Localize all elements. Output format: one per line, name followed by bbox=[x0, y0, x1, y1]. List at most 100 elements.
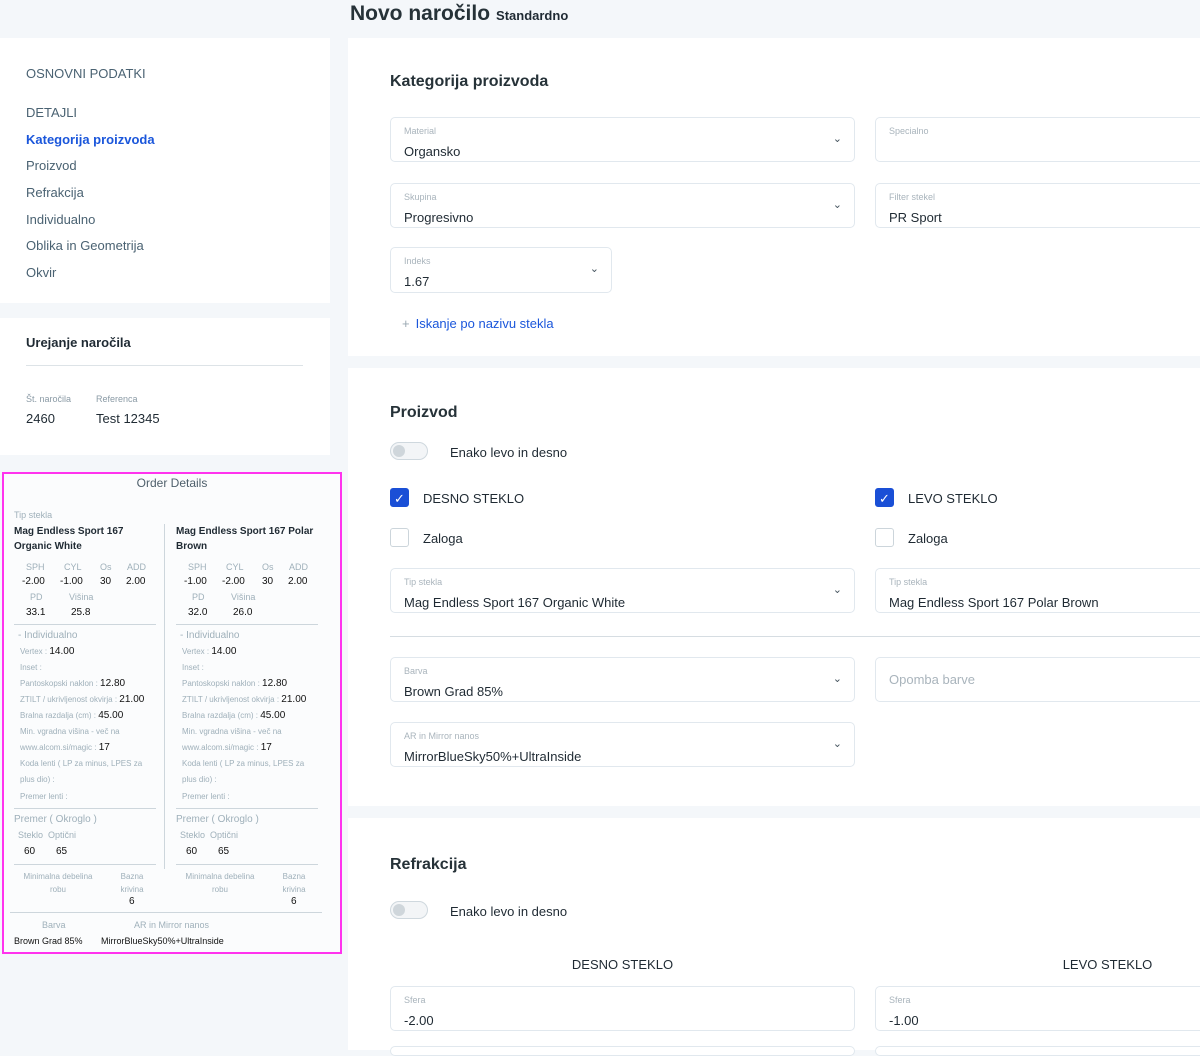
sidebar-item-proizvod[interactable]: Proizvod bbox=[26, 158, 77, 173]
same-left-right-toggle[interactable] bbox=[390, 901, 428, 919]
order-no: 2460 bbox=[26, 411, 55, 426]
ztilt-label: ZTILT / ukrivljenost okvirja : bbox=[20, 695, 120, 704]
os-label: Os bbox=[100, 562, 112, 572]
checkbox-label: DESNO STEKLO bbox=[423, 491, 525, 506]
field-label: Indeks bbox=[404, 256, 431, 266]
order-type: Standardno bbox=[496, 8, 569, 23]
sidebar-item-kategorija[interactable]: Kategorija proizvoda bbox=[26, 132, 155, 147]
cyl-label: CYL bbox=[64, 562, 82, 572]
skupina-select[interactable]: Skupina Progresivno ⌄ bbox=[390, 183, 855, 228]
filter-stekel-field[interactable]: Filter stekel PR Sport bbox=[875, 183, 1200, 228]
field-value: -1.00 bbox=[889, 1013, 919, 1028]
os-value: 30 bbox=[262, 576, 274, 587]
sidebar-item-okvir[interactable]: Okvir bbox=[26, 265, 57, 280]
field-value: Organsko bbox=[404, 144, 461, 159]
left-zaloga-checkbox[interactable] bbox=[875, 528, 894, 547]
ztilt-value: 21.00 bbox=[281, 694, 307, 705]
pd-label: PD bbox=[192, 592, 205, 602]
min_deb-label: Minimalna debelina robu bbox=[23, 872, 93, 894]
opomba-barve-input[interactable]: Opomba barve bbox=[875, 657, 1200, 702]
tip-stekla-left-select[interactable]: Tip stekla Mag Endless Sport 167 Polar Br… bbox=[875, 568, 1200, 613]
field-value: MirrorBlueSky50%+UltraInside bbox=[404, 749, 582, 764]
material-select[interactable]: Material Organsko ⌄ bbox=[390, 117, 855, 162]
next-left-input[interactable] bbox=[875, 1046, 1200, 1056]
same-left-right-toggle[interactable] bbox=[390, 442, 428, 460]
min_vgr-value: 17 bbox=[98, 742, 110, 753]
min_vgr-label: Min. vgradna višina - več na www.alcom.s… bbox=[20, 727, 120, 752]
pd-value: 32.0 bbox=[188, 607, 208, 618]
inset-label: Inset : bbox=[182, 663, 204, 672]
sidebar-section-title: OSNOVNI PODATKI bbox=[26, 66, 146, 81]
sidebar-item-detajli[interactable]: DETAJLI bbox=[26, 105, 78, 120]
toggle-label: Enako levo in desno bbox=[450, 445, 568, 460]
specialno-field[interactable]: Specialno bbox=[875, 117, 1200, 162]
order-editing-card: Urejanje naročila Št. naročila 2460 Refe… bbox=[0, 318, 330, 455]
bralna-value: 45.00 bbox=[260, 710, 286, 721]
sfera-left-input[interactable]: Sfera -1.00 bbox=[875, 986, 1200, 1031]
premer-lenti-label: Premer lenti : bbox=[20, 792, 68, 801]
toggle-label: Enako levo in desno bbox=[450, 904, 568, 919]
right-lens-checkbox[interactable]: ✓ bbox=[390, 488, 409, 507]
panto-value: 12.80 bbox=[100, 678, 126, 689]
plus-icon: + bbox=[402, 316, 410, 331]
steklo-value: 60 bbox=[186, 846, 198, 857]
barva-select[interactable]: Barva Brown Grad 85% ⌄ bbox=[390, 657, 855, 702]
opticni-value: 65 bbox=[56, 846, 68, 857]
checkbox-label: Zaloga bbox=[908, 531, 948, 546]
field-value: -2.00 bbox=[404, 1013, 434, 1028]
field-value: Brown Grad 85% bbox=[404, 684, 503, 699]
sidebar-item-refrakcija[interactable]: Refrakcija bbox=[26, 185, 84, 200]
opticni-label: Optični bbox=[48, 830, 77, 840]
vertex-label: Vertex : bbox=[20, 647, 50, 656]
bralna-label: Bralna razdalja (cm) : bbox=[20, 711, 99, 720]
reference-label: Referenca bbox=[96, 394, 138, 404]
add-label: ADD bbox=[127, 562, 147, 572]
vertex-label: Vertex : bbox=[182, 647, 212, 656]
add-value: 2.00 bbox=[288, 576, 308, 587]
visina-value: 25.8 bbox=[71, 607, 91, 618]
page-title: Novo naročilo Standardno bbox=[350, 2, 569, 25]
order-no-label: Št. naročila bbox=[26, 394, 72, 404]
cyl-value: -1.00 bbox=[60, 576, 83, 587]
next-right-input[interactable] bbox=[390, 1046, 855, 1056]
link-label: Iskanje po nazivu stekla bbox=[415, 316, 554, 331]
indeks-select[interactable]: Indeks 1.67 ⌄ bbox=[390, 247, 612, 293]
right-zaloga-checkbox[interactable] bbox=[390, 528, 409, 547]
pd-value: 33.1 bbox=[26, 607, 46, 618]
order-details-title: Order Details bbox=[136, 476, 208, 490]
tip-stekla-right-select[interactable]: Tip stekla Mag Endless Sport 167 Organic … bbox=[390, 568, 855, 613]
sidebar-item-individualno[interactable]: Individualno bbox=[26, 212, 96, 227]
sidebar-item-oblika[interactable]: Oblika in Geometrija bbox=[26, 238, 144, 253]
steklo-label: Steklo bbox=[18, 830, 44, 840]
sph-value: -2.00 bbox=[22, 576, 45, 587]
kategorija-card: Kategorija proizvoda Material Organsko ⌄ S… bbox=[348, 38, 1200, 356]
field-label: AR in Mirror nanos bbox=[404, 731, 480, 741]
section-title: Proizvod bbox=[390, 404, 458, 421]
sph-label: SPH bbox=[188, 562, 207, 572]
sfera-right-input[interactable]: Sfera -2.00 bbox=[390, 986, 855, 1031]
ar-mirror-select[interactable]: AR in Mirror nanos MirrorBlueSky50%+Ultra… bbox=[390, 722, 855, 767]
bazna-value: 6 bbox=[291, 896, 297, 907]
field-value: Mag Endless Sport 167 Polar Brown bbox=[889, 595, 1099, 610]
reference: Test 12345 bbox=[96, 411, 160, 426]
divider bbox=[26, 365, 303, 366]
premer-lenti-label: Premer lenti : bbox=[182, 792, 230, 801]
cyl-label: CYL bbox=[226, 562, 244, 572]
chevron-down-icon: ⌄ bbox=[832, 738, 842, 750]
field-label: Material bbox=[404, 126, 437, 136]
field-value: PR Sport bbox=[889, 210, 942, 225]
left-lens-checkbox[interactable]: ✓ bbox=[875, 488, 894, 507]
opticni-label: Optični bbox=[210, 830, 239, 840]
steklo-label: Steklo bbox=[180, 830, 206, 840]
field-label: Skupina bbox=[404, 192, 437, 202]
bazna-label: Bazna krivina bbox=[120, 872, 144, 894]
checkbox-label: Zaloga bbox=[423, 531, 463, 546]
min_vgr-value: 17 bbox=[260, 742, 272, 753]
chevron-down-icon: ⌄ bbox=[832, 199, 842, 211]
koda-label: Koda lenti ( LP za minus, LPES za plus d… bbox=[20, 759, 143, 784]
search-by-name-link[interactable]: + Iskanje po nazivu stekla bbox=[402, 316, 554, 331]
min_vgr-label: Min. vgradna višina - več na www.alcom.s… bbox=[182, 727, 282, 752]
column-divider bbox=[164, 524, 165, 869]
field-value: 1.67 bbox=[404, 274, 430, 289]
field-value: Mag Endless Sport 167 Organic White bbox=[404, 595, 626, 610]
